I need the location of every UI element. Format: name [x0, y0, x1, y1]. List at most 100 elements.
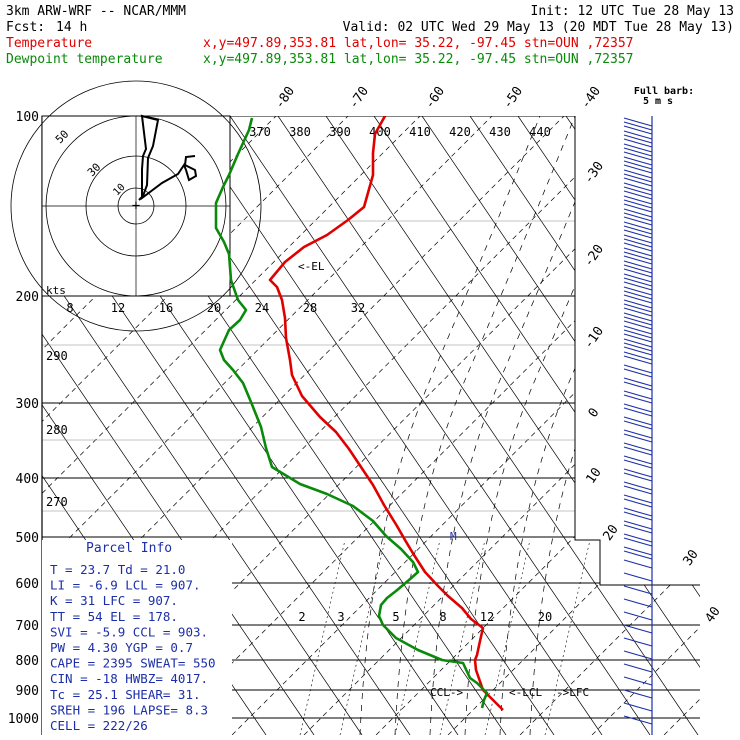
ccl-annotation: CCL-> — [430, 686, 463, 699]
wind-barb — [623, 281, 653, 291]
wind-barb — [623, 442, 653, 452]
dry-adiabat-line — [229, 116, 651, 735]
theta-label: 370 — [249, 125, 271, 139]
moist-adiabat-line — [394, 116, 576, 735]
wind-barb — [623, 364, 653, 374]
hodograph-speed-label: 28 — [303, 301, 317, 315]
pressure-label: 500 — [16, 531, 39, 546]
dry-adiabat-line — [373, 116, 700, 735]
wind-barb — [623, 277, 653, 287]
wind-barb — [623, 381, 653, 391]
wind-barb — [623, 342, 653, 352]
pressure-label: 700 — [16, 619, 39, 634]
wind-barb — [623, 416, 653, 426]
temperature-label: 40 — [702, 604, 723, 625]
mixing-ratio-label: 8 — [439, 610, 446, 624]
wind-barb — [623, 715, 653, 725]
mixing-ratio-line — [544, 539, 591, 735]
wind-barb — [623, 242, 653, 252]
wind-barb — [623, 268, 653, 278]
wind-barb — [623, 229, 653, 239]
wind-barb — [623, 637, 653, 647]
barb-legend-title: Full barb: — [634, 86, 694, 97]
wind-barb — [623, 251, 653, 261]
wind-barb — [623, 307, 653, 317]
dry-adiabat-line — [181, 116, 603, 735]
wind-barb — [623, 212, 653, 222]
wind-barb — [623, 303, 653, 313]
legend-temperature-label: Temperature — [6, 36, 92, 51]
wind-barb — [623, 160, 653, 170]
dry-adiabat-line — [421, 116, 700, 735]
theta-label: 270 — [46, 495, 68, 509]
wind-barb — [623, 316, 653, 326]
isotherm-line — [736, 116, 740, 735]
wind-barb-column — [623, 116, 653, 735]
wind-barb — [623, 177, 653, 187]
wind-barb — [623, 299, 653, 309]
wind-barb — [623, 195, 653, 205]
temperature-label: 0 — [586, 405, 603, 420]
wind-barb — [623, 125, 653, 135]
isotherm-line — [447, 116, 700, 735]
dry-adiabat-line — [277, 116, 699, 735]
wind-barb — [623, 511, 653, 521]
wind-barb — [623, 151, 653, 161]
wind-barb — [623, 355, 653, 365]
wind-barb — [623, 650, 653, 660]
wind-barb — [623, 134, 653, 144]
dry-adiabat-line — [517, 116, 700, 735]
wind-barb — [623, 446, 653, 456]
isotherm-line — [663, 116, 700, 735]
wind-barb — [623, 264, 653, 274]
wind-barb — [623, 624, 653, 634]
wind-barb — [623, 312, 653, 322]
wind-barb — [623, 494, 653, 504]
temperature-label: 10 — [583, 465, 604, 486]
mixing-ratio-line — [339, 539, 386, 735]
wind-barb — [623, 455, 653, 465]
wind-barb — [623, 524, 653, 534]
mixing-ratio-label: 20 — [538, 610, 552, 624]
wind-barb — [623, 420, 653, 430]
wind-barb — [623, 559, 653, 569]
wind-barb — [623, 325, 653, 335]
pressure-label: 100 — [16, 110, 39, 125]
lfc-annotation: ->LFC — [556, 686, 589, 699]
hodograph-speed-label: 32 — [351, 301, 365, 315]
isotherm-line — [231, 116, 700, 735]
isotherm-line — [42, 116, 349, 735]
parcel-info-line: CIN = -18 HWBZ= 4017. — [50, 671, 208, 686]
wind-barb — [623, 234, 653, 244]
isotherm-line — [159, 116, 700, 735]
dry-adiabat-line — [710, 116, 740, 735]
hodograph-speed-label: 16 — [159, 301, 173, 315]
temperature-label: -60 — [422, 84, 448, 112]
pressure-label: 800 — [16, 654, 39, 669]
parcel-info-line: T = 23.7 Td = 21.0 — [50, 562, 185, 577]
temperature-label: -70 — [346, 84, 372, 112]
wind-barb — [623, 520, 653, 530]
parcel-info-line: CELL = 222/26 — [50, 718, 148, 733]
mixing-ratio-label: 2 — [298, 610, 305, 624]
wind-barb — [623, 338, 653, 348]
wind-barb — [623, 130, 653, 140]
temperature-label: 30 — [680, 547, 701, 568]
wind-barb — [623, 702, 653, 712]
dry-adiabat-line — [42, 116, 315, 735]
wind-barb — [623, 377, 653, 387]
wind-barb — [623, 598, 653, 608]
level-annotations: <-EL CCL-> <-LCL ->LFC M — [298, 260, 589, 699]
wind-barb — [623, 403, 653, 413]
wind-barb — [623, 182, 653, 192]
wind-barb — [623, 186, 653, 196]
temperature-label: -80 — [272, 84, 298, 112]
wind-barb — [623, 260, 653, 270]
temperature-label: -40 — [578, 84, 604, 112]
pressure-label: 200 — [16, 290, 39, 305]
wind-barb — [623, 550, 653, 560]
dry-adiabat-line — [565, 116, 700, 735]
wind-barb — [623, 407, 653, 417]
wind-barb — [623, 459, 653, 469]
